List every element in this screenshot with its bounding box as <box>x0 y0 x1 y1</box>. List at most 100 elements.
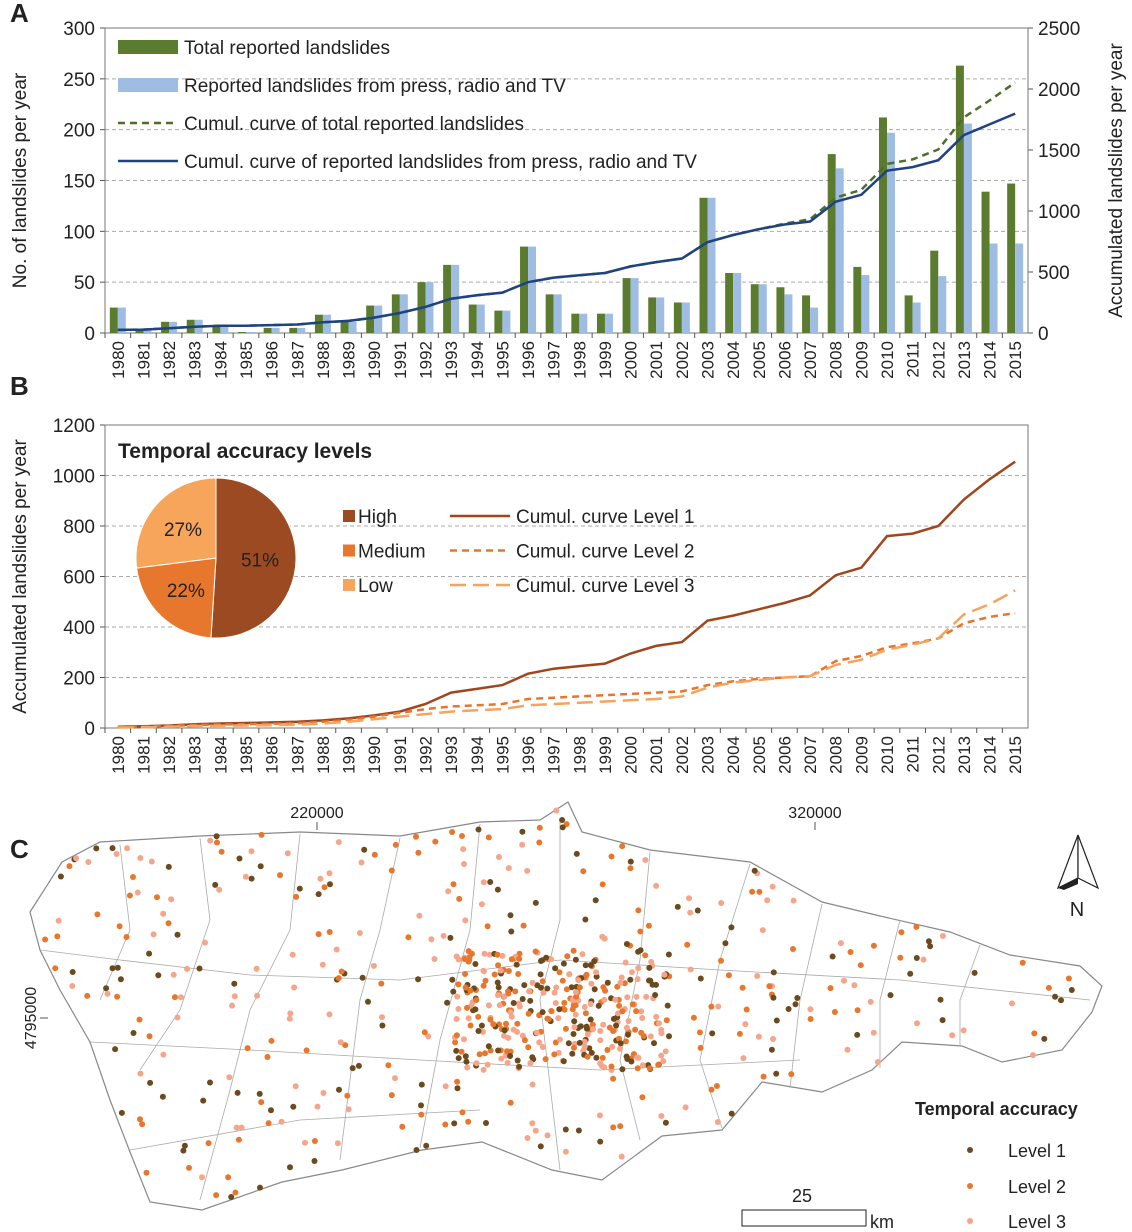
landslide-point <box>1031 1030 1038 1037</box>
landslide-point <box>927 943 934 950</box>
landslide-point <box>468 1002 475 1009</box>
bar <box>271 327 280 333</box>
landslide-point <box>112 1046 119 1053</box>
landslide-point <box>661 971 668 978</box>
landslide-point <box>512 988 519 995</box>
landslide-point <box>232 1189 239 1196</box>
landslide-point <box>317 875 324 882</box>
x-tick-label: 2000 <box>622 736 641 774</box>
landslide-point <box>468 950 475 957</box>
landslide-point <box>481 950 488 957</box>
map-legend-dot <box>967 1147 973 1153</box>
bar <box>938 276 947 333</box>
landslide-point <box>490 1021 497 1028</box>
landslide-point <box>608 853 615 860</box>
landslide-point <box>551 989 558 996</box>
landslide-point <box>551 1051 558 1058</box>
landslide-point <box>537 971 544 978</box>
y-tick-label: 150 <box>63 172 95 193</box>
landslide-point <box>622 959 629 966</box>
x-tick-label: 1993 <box>442 341 461 379</box>
landslide-point <box>242 873 249 880</box>
landslide-point <box>505 990 512 997</box>
landslide-point <box>495 1047 502 1054</box>
landslide-point <box>754 973 761 979</box>
landslide-point <box>583 971 590 978</box>
landslide-point <box>303 1047 310 1054</box>
landslide-point <box>560 960 567 967</box>
bar <box>750 284 759 333</box>
x-tick-label: 1990 <box>365 736 384 774</box>
bar <box>758 284 767 333</box>
landslide-point <box>525 1010 532 1017</box>
landslide-point <box>536 1039 543 1046</box>
landslide-point <box>319 961 326 968</box>
landslide-point <box>854 1007 861 1014</box>
landslide-point <box>205 1140 212 1147</box>
landslide-point <box>482 977 489 984</box>
landslide-point <box>480 1066 487 1073</box>
bar <box>707 197 716 333</box>
bar <box>810 307 819 333</box>
bar <box>861 275 870 333</box>
legend-swatch <box>118 40 178 54</box>
landslide-point <box>960 1027 967 1034</box>
landslide-point <box>418 1111 425 1118</box>
landslide-point <box>450 881 457 888</box>
landslide-point <box>186 1164 192 1171</box>
landslide-point <box>634 976 641 983</box>
landslide-point <box>566 971 573 978</box>
landslide-point <box>124 845 131 852</box>
x-tick-label: 2007 <box>801 341 820 379</box>
y-tick-label: 300 <box>63 19 95 40</box>
landslide-point <box>519 841 526 848</box>
bar <box>553 294 562 333</box>
landslide-point <box>658 1113 665 1119</box>
landslide-point <box>472 1006 479 1013</box>
landslide-point <box>642 857 649 863</box>
landslide-point <box>647 1033 654 1040</box>
landslide-point <box>146 950 153 957</box>
landslide-point <box>599 1054 606 1061</box>
landslide-point <box>235 1136 242 1143</box>
x-tick-label: 2003 <box>699 736 718 774</box>
landslide-point <box>552 1000 559 1006</box>
landslide-point <box>418 1081 425 1088</box>
landslide-point <box>202 939 208 946</box>
landslide-point <box>236 855 243 862</box>
landslide-point <box>939 933 946 939</box>
legend-swatch <box>118 78 178 92</box>
landslide-point <box>515 971 522 977</box>
legend-label: Cumul. curve Level 3 <box>516 576 694 597</box>
x-tick-label: 1985 <box>237 341 256 379</box>
landslide-point <box>458 1048 465 1055</box>
landslide-point <box>544 1132 551 1139</box>
landslide-point <box>485 1002 492 1009</box>
x-tick-label: 1989 <box>340 341 359 379</box>
landslide-point <box>634 1065 641 1072</box>
landslide-point <box>619 843 626 850</box>
landslide-point <box>510 1000 517 1006</box>
landslide-point <box>326 929 333 935</box>
landslide-point <box>231 993 238 1000</box>
x-tick-label: 2010 <box>878 736 897 774</box>
landslide-point <box>663 1017 670 1024</box>
landslide-point <box>258 1099 265 1106</box>
landslide-point <box>361 846 368 853</box>
landslide-point <box>475 1013 482 1020</box>
landslide-point <box>561 999 568 1006</box>
landslide-point <box>453 1016 460 1022</box>
landslide-point <box>216 886 223 893</box>
landslide-point <box>597 1138 604 1145</box>
map-legend-dot <box>967 1183 973 1189</box>
scale-bar <box>741 1209 867 1227</box>
x-tick-label: 2013 <box>955 341 974 379</box>
landslide-point <box>792 1001 799 1008</box>
map: 220000 320000 4795000 C N 25 km Temporal… <box>10 801 1103 1232</box>
landslide-point <box>537 1143 544 1150</box>
y-axis-label: No. of landslides per year <box>10 72 31 288</box>
x-tick-label: 1992 <box>416 736 435 774</box>
landslide-point <box>484 1061 491 1068</box>
landslide-point <box>555 1015 562 1022</box>
landslide-point <box>686 895 692 902</box>
